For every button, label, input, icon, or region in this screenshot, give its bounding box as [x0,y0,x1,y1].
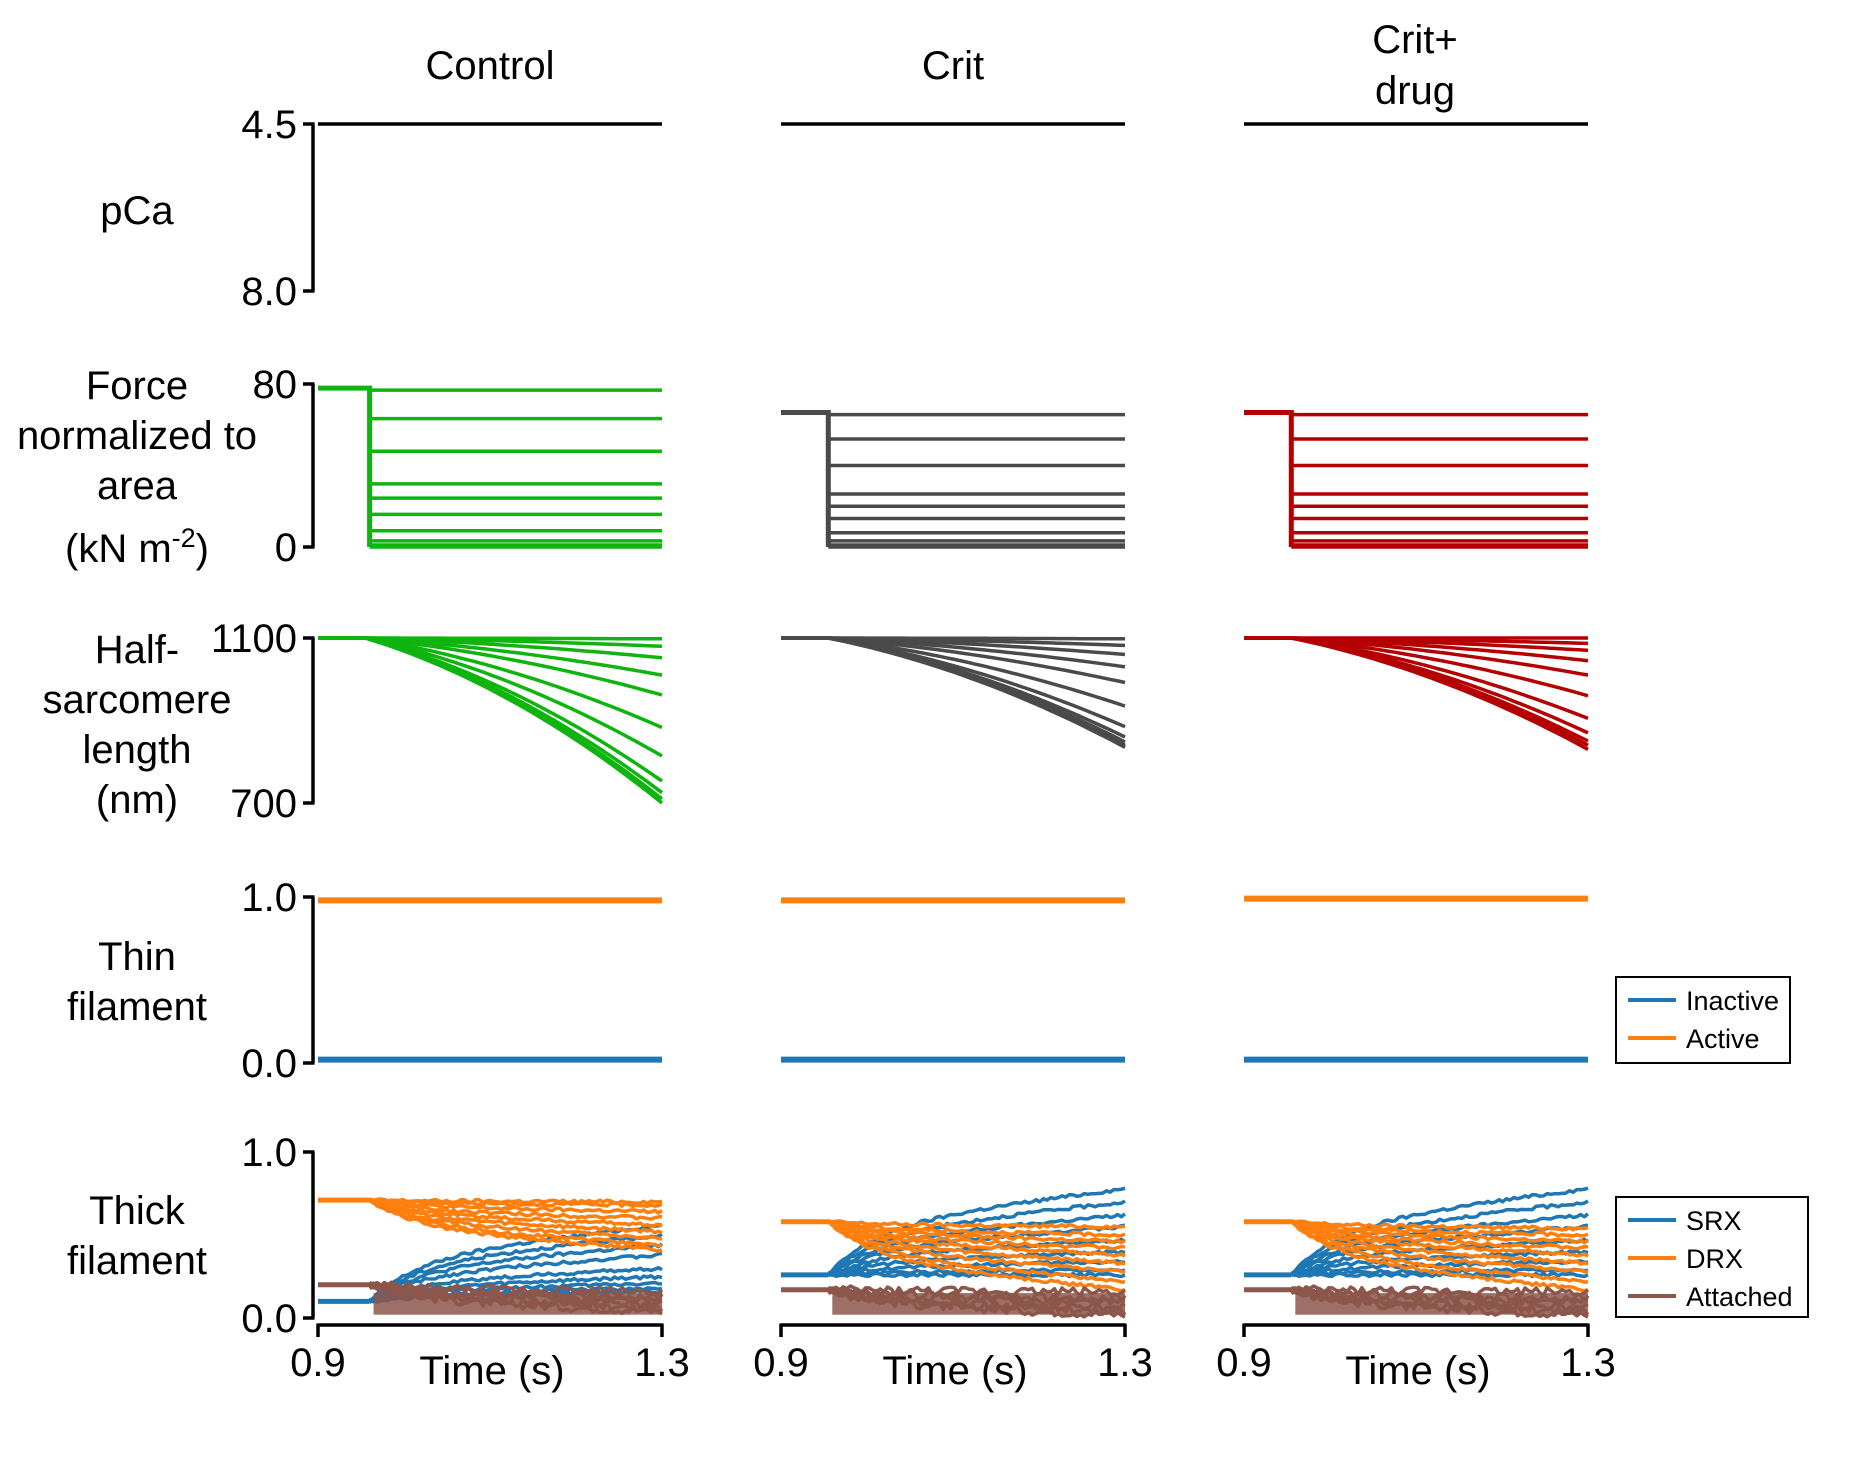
thick-drx-trace-control-3 [368,1198,663,1221]
thick-drx-trace-control-5 [368,1197,663,1235]
length-trace-control-4 [365,636,663,697]
thick-drx-trace-control-8 [368,1198,663,1253]
y-tick-label-top-pca: 4.5 [241,103,297,147]
row-label-thick: filament [67,1239,207,1283]
length-trace-crit-4 [828,636,1126,685]
length-trace-crit-5 [828,636,1126,708]
thick-drx-trace-drug-4 [1290,1219,1589,1258]
y-tick-label-top-thin: 1.0 [241,876,297,920]
thick-drx-trace-crit-6 [828,1220,1126,1274]
thick-drx-trace-drug-2 [1291,1220,1589,1245]
thick-drx-trace-control-4 [368,1198,663,1228]
thick-legend-label-2: Attached [1686,1282,1793,1312]
thick-drx-trace-crit-0 [827,1219,1126,1230]
length-trace-control-9 [364,636,664,801]
y-tick-label-bottom-length: 700 [230,782,297,826]
row-label-force: area [97,464,178,508]
thin-legend-box [1615,976,1791,1064]
thick-legend-label-0: SRX [1686,1206,1742,1236]
row-label-length: (nm) [96,778,178,822]
thick-drx-trace-crit-3 [827,1220,1125,1251]
x-tick-label-right-control: 1.3 [634,1341,690,1385]
column-title-crit: Crit [922,44,984,88]
row-label-force: Force [86,364,188,408]
thick-attached-band-crit [832,1293,1125,1315]
thick-srx-trace-control-0 [368,1222,663,1303]
x-tick-label-right-drug: 1.3 [1560,1341,1616,1385]
row-label-length: sarcomere [43,678,232,722]
length-trace-crit-10 [827,636,1126,749]
thick-srx-trace-control-1 [369,1232,663,1302]
thick-drx-trace-control-6 [369,1198,663,1241]
thick-srx-trace-drug-6 [1290,1259,1589,1278]
row-label-thin: Thin [98,935,176,979]
thick-drx-trace-drug-5 [1289,1219,1589,1266]
row-label-length: Half- [95,628,179,672]
thick-drx-trace-control-1 [368,1197,663,1209]
x-axis-label-control: Time (s) [419,1349,564,1393]
thick-drx-trace-drug-1 [1290,1218,1589,1238]
force-prestep-drug [1244,410,1294,547]
y-tick-label-bottom-thin: 0.0 [241,1042,297,1086]
thick-srx-trace-control-2 [368,1242,664,1304]
thick-srx-trace-drug-4 [1291,1237,1589,1277]
y-tick-label-bottom-force: 0 [275,526,297,570]
x-axis-label-drug: Time (s) [1345,1349,1490,1393]
length-trace-control-5 [364,636,663,730]
row-label-pca: pCa [100,189,174,233]
length-trace-control-10 [364,636,664,805]
column-title-drug: Crit+ [1372,18,1458,62]
column-title-drug: drug [1375,69,1455,113]
thick-drx-trace-crit-5 [826,1219,1126,1266]
thick-drx-trace-drug-3 [1290,1220,1588,1251]
x-tick-label-left-control: 0.9 [290,1341,346,1385]
row-label-thin: filament [67,985,207,1029]
thick-legend-label-1: DRX [1686,1244,1743,1274]
x-tick-label-left-drug: 0.9 [1216,1341,1272,1385]
x-tick-label-right-crit: 1.3 [1097,1341,1153,1385]
thick-drx-trace-crit-2 [828,1220,1126,1245]
y-tick-label-bottom-pca: 8.0 [241,270,297,314]
thick-attached-band-drug [1295,1293,1588,1315]
y-tick-label-top-force: 80 [253,363,298,407]
thick-drx-trace-crit-8 [827,1219,1126,1293]
thick-attached-band-control [373,1293,662,1315]
force-prestep-control [318,385,373,547]
thick-drx-trace-crit-1 [827,1218,1126,1238]
x-tick-label-left-crit: 0.9 [753,1341,809,1385]
thick-srx-trace-drug-3 [1290,1223,1589,1277]
thin-legend-label-0: Inactive [1686,986,1779,1016]
thick-srx-trace-crit-3 [827,1223,1126,1277]
x-axis-label-crit: Time (s) [882,1349,1027,1393]
thick-srx-trace-crit-4 [828,1237,1126,1277]
row-label-force: normalized to [17,414,257,458]
length-trace-control-2 [365,636,663,660]
y-tick-label-top-thick: 1.0 [241,1131,297,1175]
thin-legend-label-1: Active [1686,1024,1760,1054]
thick-srx-trace-crit-6 [827,1259,1126,1278]
row-label-force-unit: (kN m-2) [65,523,209,571]
length-trace-control-6 [364,636,663,758]
thick-srx-trace-control-3 [368,1251,663,1304]
thick-drx-trace-drug-8 [1290,1219,1589,1293]
row-label-length: length [83,728,192,772]
y-tick-label-bottom-thick: 0.0 [241,1297,297,1341]
length-trace-drug-10 [1290,636,1589,751]
column-title-control: Control [426,44,555,88]
thick-drx-trace-control-2 [369,1199,663,1215]
length-trace-drug-5 [1291,636,1589,698]
row-label-thick: Thick [89,1189,186,1233]
length-trace-drug-4 [1291,636,1589,677]
thick-drx-trace-crit-4 [827,1219,1126,1258]
length-trace-control-3 [365,636,663,677]
thick-drx-trace-drug-6 [1291,1220,1589,1274]
y-tick-label-top-length: 1100 [211,617,297,661]
force-prestep-crit [781,410,831,547]
